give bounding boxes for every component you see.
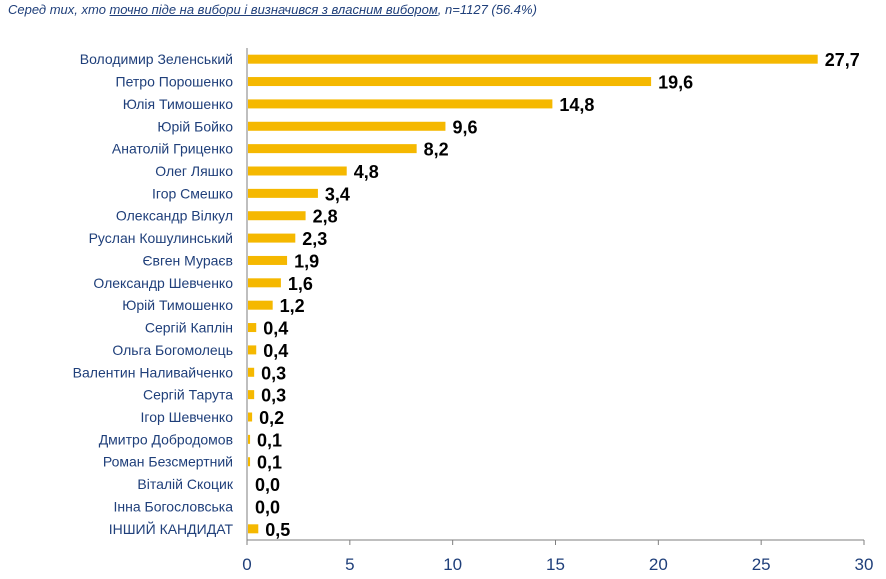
category-label-2: Юлія Тимошенко <box>123 96 233 112</box>
bar-17 <box>248 434 251 444</box>
category-label-14: Валентин Наливайченко <box>73 364 234 380</box>
value-label-1: 19,6 <box>658 73 693 93</box>
bar-6 <box>248 188 318 198</box>
bar-10 <box>248 278 281 288</box>
bar-9 <box>248 255 288 265</box>
category-label-15: Сергій Тарута <box>143 387 233 403</box>
category-label-21: ІНШИЙ КАНДИДАТ <box>109 520 234 537</box>
category-label-9: Євген Мураєв <box>142 252 233 268</box>
bar-15 <box>248 390 255 400</box>
category-labels-group: Володимир Зеленський Петро Порошенко Юлія … <box>73 51 234 537</box>
value-label-3: 9,6 <box>452 117 477 137</box>
bar-5 <box>248 166 347 176</box>
value-label-14: 0,3 <box>261 363 286 383</box>
category-label-19: Віталій Скоцик <box>137 476 233 492</box>
x-tick-label-0: 0 <box>242 555 251 574</box>
value-label-11: 1,2 <box>280 296 305 316</box>
value-label-8: 2,3 <box>302 229 327 249</box>
x-axis: 0 5 10 15 20 25 30 <box>242 48 873 574</box>
value-label-21: 0,5 <box>265 520 290 540</box>
bar-3 <box>248 121 446 131</box>
category-label-16: Ігор Шевченко <box>141 409 234 425</box>
bar-4 <box>248 144 417 154</box>
bar-2 <box>248 99 553 109</box>
value-label-9: 1,9 <box>294 251 319 271</box>
value-labels-group: 27,7 19,6 14,8 9,68,2 4,83,4 2,82,31,9 1,61,2 0… <box>255 50 860 540</box>
category-label-4: Анатолій Гриценко <box>112 141 233 157</box>
bar-18 <box>248 457 251 467</box>
value-label-5: 4,8 <box>354 162 379 182</box>
category-label-10: Олександр Шевченко <box>93 275 233 291</box>
category-label-6: Ігор Смешко <box>152 185 233 201</box>
value-label-10: 1,6 <box>288 274 313 294</box>
subtitle-underlined: точно піде на вибори і визначився з влас… <box>109 2 438 17</box>
bar-8 <box>248 233 296 243</box>
bar-21 <box>248 524 259 534</box>
value-label-6: 3,4 <box>325 184 350 204</box>
x-tick-label-6: 30 <box>855 555 874 574</box>
bar-13 <box>248 345 257 355</box>
subtitle-prefix: Серед тих, хто <box>8 2 110 17</box>
category-label-3: Юрій Бойко <box>157 118 233 134</box>
value-label-13: 0,4 <box>263 341 288 361</box>
bar-12 <box>248 323 257 333</box>
value-label-0: 27,7 <box>825 50 860 70</box>
bar-14 <box>248 367 255 377</box>
category-label-5: Олег Ляшко <box>155 163 233 179</box>
category-label-18: Роман Безсмертний <box>103 454 233 470</box>
x-tick-label-1: 5 <box>345 555 354 574</box>
x-tick-label-2: 10 <box>443 555 462 574</box>
x-tick-label-3: 15 <box>546 555 565 574</box>
category-label-12: Сергій Каплін <box>145 320 233 336</box>
value-label-16: 0,2 <box>259 408 284 428</box>
bar-0 <box>248 54 818 64</box>
x-tick-label-4: 20 <box>649 555 668 574</box>
chart-subtitle: Серед тих, хто точно піде на вибори і ви… <box>8 2 537 17</box>
category-label-0: Володимир Зеленський <box>80 51 233 67</box>
category-label-17: Дмитро Добродомов <box>99 431 233 447</box>
bar-7 <box>248 211 306 221</box>
x-tick-label-5: 25 <box>752 555 771 574</box>
category-label-20: Інна Богословська <box>114 498 234 514</box>
subtitle-suffix: , n=1127 (56.4%) <box>437 2 537 17</box>
value-label-4: 8,2 <box>424 140 449 160</box>
category-label-11: Юрій Тимошенко <box>122 297 233 313</box>
bars-group <box>248 54 818 534</box>
value-label-2: 14,8 <box>559 95 594 115</box>
bar-11 <box>248 300 273 310</box>
value-label-7: 2,8 <box>313 207 338 227</box>
category-label-1: Петро Порошенко <box>116 74 234 90</box>
value-label-20: 0,0 <box>255 497 280 517</box>
value-label-17: 0,1 <box>257 430 282 450</box>
bar-1 <box>248 77 652 87</box>
value-label-19: 0,0 <box>255 475 280 495</box>
category-label-13: Ольга Богомолець <box>112 342 233 358</box>
value-label-15: 0,3 <box>261 386 286 406</box>
bar-16 <box>248 412 253 422</box>
category-label-7: Олександр Вілкул <box>116 208 233 224</box>
category-label-8: Руслан Кошулинський <box>89 230 233 246</box>
value-label-18: 0,1 <box>257 453 282 473</box>
value-label-12: 0,4 <box>263 319 288 339</box>
